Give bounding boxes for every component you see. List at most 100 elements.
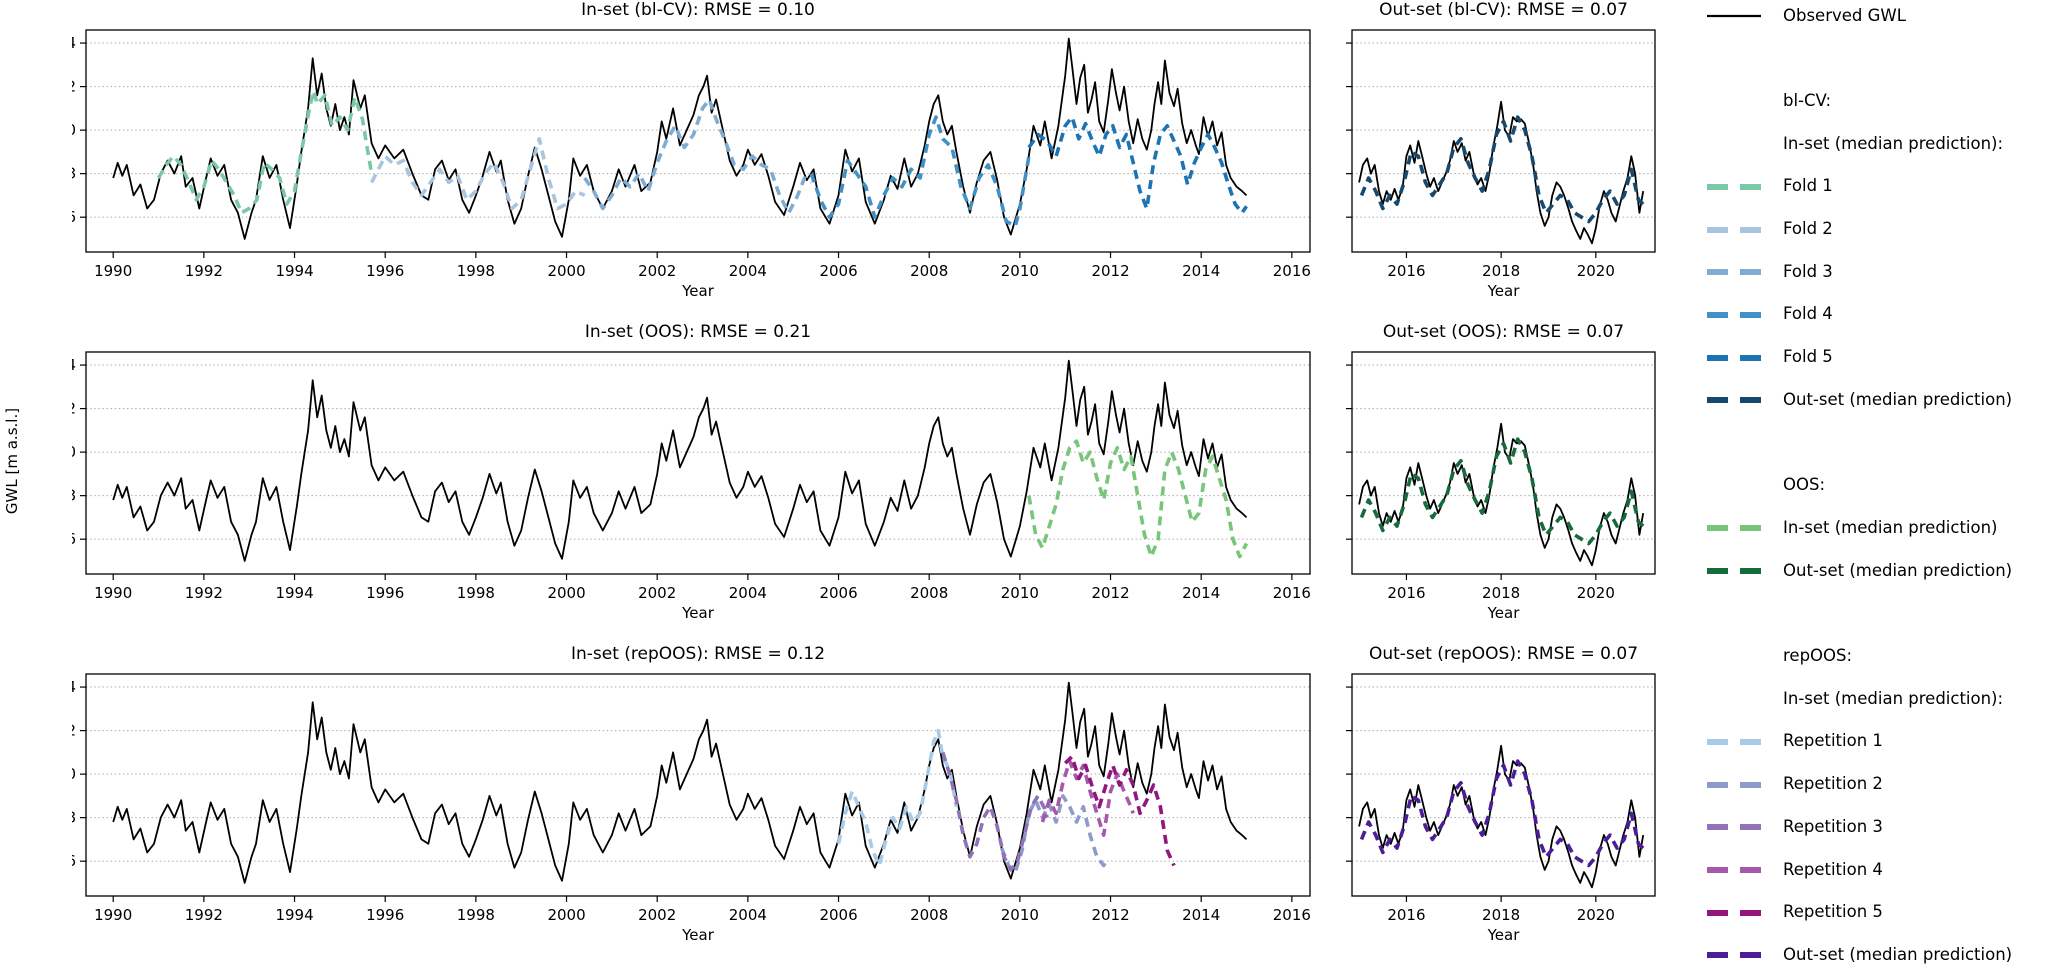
y-tick-label: 36.8 (72, 809, 76, 827)
legend-label: In-set (median prediction) (1783, 517, 1998, 537)
y-tick-label: 36.8 (72, 487, 76, 505)
x-tick-label: 2016 (1387, 262, 1425, 280)
observed-gwl-line (1358, 100, 1645, 245)
legend-dash-swatch-icon (1707, 269, 1761, 276)
x-tick-label: 2016 (1387, 584, 1425, 602)
legend-dash-swatch-icon (1707, 909, 1761, 916)
legend-swatch (1703, 520, 1765, 534)
legend-item: Fold 4 (1703, 299, 1833, 329)
fold4-prediction-line (809, 115, 1031, 228)
x-tick-label: 1992 (185, 584, 223, 602)
legend-item: Out-set (median prediction) (1703, 939, 2012, 969)
y-tick-label: 37.4 (72, 356, 76, 374)
legend-item: Repetition 3 (1703, 811, 1883, 841)
legend-label: Observed GWL (1783, 5, 1906, 25)
legend-label: In-set (median prediction): (1783, 688, 2004, 708)
fold5-prediction-line (1027, 115, 1248, 215)
subplot-title-inset-repoos: In-set (repOOS): RMSE = 0.12 (570, 644, 826, 664)
x-tick-label: 2020 (1577, 906, 1615, 924)
legend-swatch (1703, 8, 1765, 22)
x-tick-label: 2020 (1577, 584, 1615, 602)
x-tick-label: 2014 (1182, 262, 1220, 280)
x-tick-label: 2014 (1182, 584, 1220, 602)
observed-gwl-line (112, 681, 1248, 884)
legend-label: Repetition 3 (1783, 816, 1883, 836)
legend-dash-swatch-icon (1707, 226, 1761, 233)
y-tick-label: 37.2 (72, 78, 76, 96)
rep4-prediction-line (1040, 759, 1135, 837)
legend-item: Fold 2 (1703, 214, 1833, 244)
x-tick-label: 1992 (185, 906, 223, 924)
x-tick-label: 1998 (457, 584, 495, 602)
legend-dash-swatch-icon (1707, 525, 1761, 532)
y-tick-label: 36.8 (72, 165, 76, 183)
legend-item: Repetition 1 (1703, 726, 1883, 756)
legend: Observed GWL bl-CV: In-set (median predict… (1703, 0, 2063, 964)
legend-swatch (1703, 649, 1765, 663)
x-axis-label: Year (682, 926, 714, 944)
legend-label: Repetition 2 (1783, 774, 1883, 794)
legend-dash-swatch-icon (1707, 183, 1761, 190)
x-tick-label: 2014 (1182, 906, 1220, 924)
legend-label: Repetition 5 (1783, 902, 1883, 922)
legend-swatch (1703, 264, 1765, 278)
x-tick-label: 2002 (638, 262, 676, 280)
x-axis-label: Year (1487, 282, 1520, 300)
x-tick-label: 1990 (94, 262, 132, 280)
legend-label: bl-CV: (1783, 90, 1832, 110)
y-tick-label: 37.4 (72, 678, 76, 696)
legend-item: Fold 5 (1703, 342, 1833, 372)
legend-dash-swatch-icon (1707, 568, 1761, 575)
y-tick-label: 37.0 (72, 121, 76, 139)
x-axis-label: Year (1487, 604, 1520, 622)
x-tick-label: 1996 (366, 262, 404, 280)
x-tick-label: 2016 (1273, 584, 1311, 602)
x-tick-label: 2012 (1091, 262, 1129, 280)
observed-gwl-line (112, 37, 1248, 240)
observed-gwl-line (1358, 744, 1645, 889)
legend-label: Out-set (median prediction) (1783, 944, 2013, 964)
legend-swatch (1703, 478, 1765, 492)
legend-swatch (1703, 777, 1765, 791)
legend-swatch (1703, 307, 1765, 321)
legend-item: Out-set (median prediction) (1703, 555, 2012, 585)
plot-border (85, 29, 1311, 253)
legend-dash-swatch-icon (1707, 781, 1761, 788)
x-tick-label: 2010 (1001, 262, 1039, 280)
rep3-prediction-line (941, 751, 1049, 872)
x-tick-label: 2012 (1091, 906, 1129, 924)
x-tick-label: 1990 (94, 584, 132, 602)
x-tick-label: 1996 (366, 584, 404, 602)
plot-border (1351, 351, 1656, 575)
oos_in-prediction-line (1027, 439, 1249, 559)
x-tick-label: 2000 (547, 262, 585, 280)
x-axis-label: Year (1487, 926, 1520, 944)
plot-border (1351, 673, 1656, 897)
legend-item: Observed GWL (1703, 0, 1906, 30)
x-tick-label: 2016 (1273, 906, 1311, 924)
legend-label: OOS: (1783, 475, 1826, 495)
legend-dash-swatch-icon (1707, 738, 1761, 745)
legend-swatch (1703, 862, 1765, 876)
plot-area-inset-1: 1990 1992 1994 1996 1998 2000 2002 2004 2006 2008… (72, 351, 1311, 602)
rep1-prediction-line (836, 728, 959, 868)
legend-swatch (1703, 222, 1765, 236)
x-tick-label: 2002 (638, 906, 676, 924)
legend-line-swatch-icon (1707, 14, 1761, 18)
legend-header: In-set (median prediction): (1703, 128, 2003, 158)
y-tick-label: 37.2 (72, 400, 76, 418)
x-tick-label: 2006 (819, 262, 857, 280)
legend-header: In-set (median prediction): (1703, 683, 2003, 713)
legend-dash-swatch-icon (1707, 952, 1761, 959)
legend-label: repOOS: (1783, 646, 1853, 665)
legend-item: Repetition 5 (1703, 897, 1883, 927)
legend-item: Repetition 2 (1703, 769, 1883, 799)
x-tick-label: 2010 (1001, 584, 1039, 602)
y-tick-label: 36.6 (72, 208, 76, 226)
subplot-title-inset-oos: In-set (OOS): RMSE = 0.21 (584, 322, 812, 342)
x-tick-label: 1994 (275, 906, 313, 924)
x-tick-label: 2018 (1482, 584, 1520, 602)
observed-gwl-line (1358, 422, 1645, 567)
x-tick-label: 2010 (1001, 906, 1039, 924)
legend-label: Fold 4 (1783, 304, 1833, 324)
